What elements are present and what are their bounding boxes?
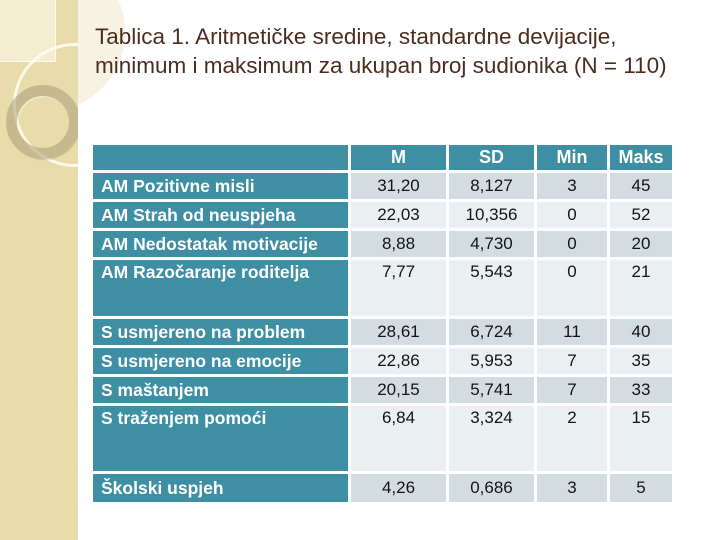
row-label-cell: S usmjereno na emocije bbox=[93, 348, 348, 374]
value-cell: 0 bbox=[537, 202, 607, 228]
sidebar-stripe bbox=[0, 0, 78, 540]
value-cell: 3,324 bbox=[449, 406, 534, 471]
value-cell: 22,86 bbox=[351, 348, 446, 374]
table-row: Školski uspjeh 4,26 0,686 3 5 bbox=[93, 474, 672, 502]
value-cell: 6,724 bbox=[449, 319, 534, 345]
table-row: S traženjem pomoći 6,84 3,324 2 15 bbox=[93, 406, 672, 471]
row-label-cell: S maštanjem bbox=[93, 377, 348, 403]
table-row: AM Razočaranje roditelja 7,77 5,543 0 21 bbox=[93, 260, 672, 316]
table-row: S maštanjem 20,15 5,741 7 33 bbox=[93, 377, 672, 403]
stats-table-body: AM Pozitivne misli 31,20 8,127 3 45 AM Strah … bbox=[93, 173, 672, 502]
header-cell: Maks bbox=[610, 145, 672, 170]
value-cell: 8,88 bbox=[351, 231, 446, 257]
header-empty-cell bbox=[93, 145, 348, 170]
value-cell: 11 bbox=[537, 319, 607, 345]
value-cell: 7,77 bbox=[351, 260, 446, 316]
value-cell: 7 bbox=[537, 377, 607, 403]
value-cell: 20 bbox=[610, 231, 672, 257]
value-cell: 10,356 bbox=[449, 202, 534, 228]
value-cell: 6,84 bbox=[351, 406, 446, 471]
value-cell: 0 bbox=[537, 260, 607, 316]
header-cell: M bbox=[351, 145, 446, 170]
row-label-cell: S traženjem pomoći bbox=[93, 406, 348, 471]
value-cell: 3 bbox=[537, 474, 607, 502]
table-row: AM Strah od neuspjeha 22,03 10,356 0 52 bbox=[93, 202, 672, 228]
decor-ring-icon bbox=[6, 85, 78, 159]
row-label-cell: AM Razočaranje roditelja bbox=[93, 260, 348, 316]
value-cell: 40 bbox=[610, 319, 672, 345]
row-label-cell: S usmjereno na problem bbox=[93, 319, 348, 345]
value-cell: 3 bbox=[537, 173, 607, 199]
row-label-cell: AM Nedostatak motivacije bbox=[93, 231, 348, 257]
value-cell: 28,61 bbox=[351, 319, 446, 345]
value-cell: 22,03 bbox=[351, 202, 446, 228]
value-cell: 8,127 bbox=[449, 173, 534, 199]
value-cell: 45 bbox=[610, 173, 672, 199]
header-row: M SD Min Maks bbox=[93, 145, 672, 170]
value-cell: 7 bbox=[537, 348, 607, 374]
table-row: AM Nedostatak motivacije 8,88 4,730 0 20 bbox=[93, 231, 672, 257]
value-cell: 5,953 bbox=[449, 348, 534, 374]
value-cell: 5 bbox=[610, 474, 672, 502]
table-row: S usmjereno na emocije 22,86 5,953 7 35 bbox=[93, 348, 672, 374]
value-cell: 15 bbox=[610, 406, 672, 471]
table-row: S usmjereno na problem 28,61 6,724 11 40 bbox=[93, 319, 672, 345]
table-row: AM Pozitivne misli 31,20 8,127 3 45 bbox=[93, 173, 672, 199]
header-cell: Min bbox=[537, 145, 607, 170]
stats-table-header: M SD Min Maks bbox=[93, 145, 672, 170]
value-cell: 4,730 bbox=[449, 231, 534, 257]
value-cell: 4,26 bbox=[351, 474, 446, 502]
slide-title: Tablica 1. Aritmetičke sredine, standard… bbox=[95, 24, 667, 78]
stats-table: M SD Min Maks AM Pozitivne misli 31,20 8,127 3… bbox=[90, 142, 675, 505]
value-cell: 5,741 bbox=[449, 377, 534, 403]
row-label-cell: Školski uspjeh bbox=[93, 474, 348, 502]
header-cell: SD bbox=[449, 145, 534, 170]
value-cell: 31,20 bbox=[351, 173, 446, 199]
row-label-cell: AM Pozitivne misli bbox=[93, 173, 348, 199]
row-label-cell: AM Strah od neuspjeha bbox=[93, 202, 348, 228]
value-cell: 33 bbox=[610, 377, 672, 403]
value-cell: 0 bbox=[537, 231, 607, 257]
value-cell: 21 bbox=[610, 260, 672, 316]
value-cell: 5,543 bbox=[449, 260, 534, 316]
value-cell: 20,15 bbox=[351, 377, 446, 403]
value-cell: 35 bbox=[610, 348, 672, 374]
value-cell: 0,686 bbox=[449, 474, 534, 502]
value-cell: 2 bbox=[537, 406, 607, 471]
value-cell: 52 bbox=[610, 202, 672, 228]
